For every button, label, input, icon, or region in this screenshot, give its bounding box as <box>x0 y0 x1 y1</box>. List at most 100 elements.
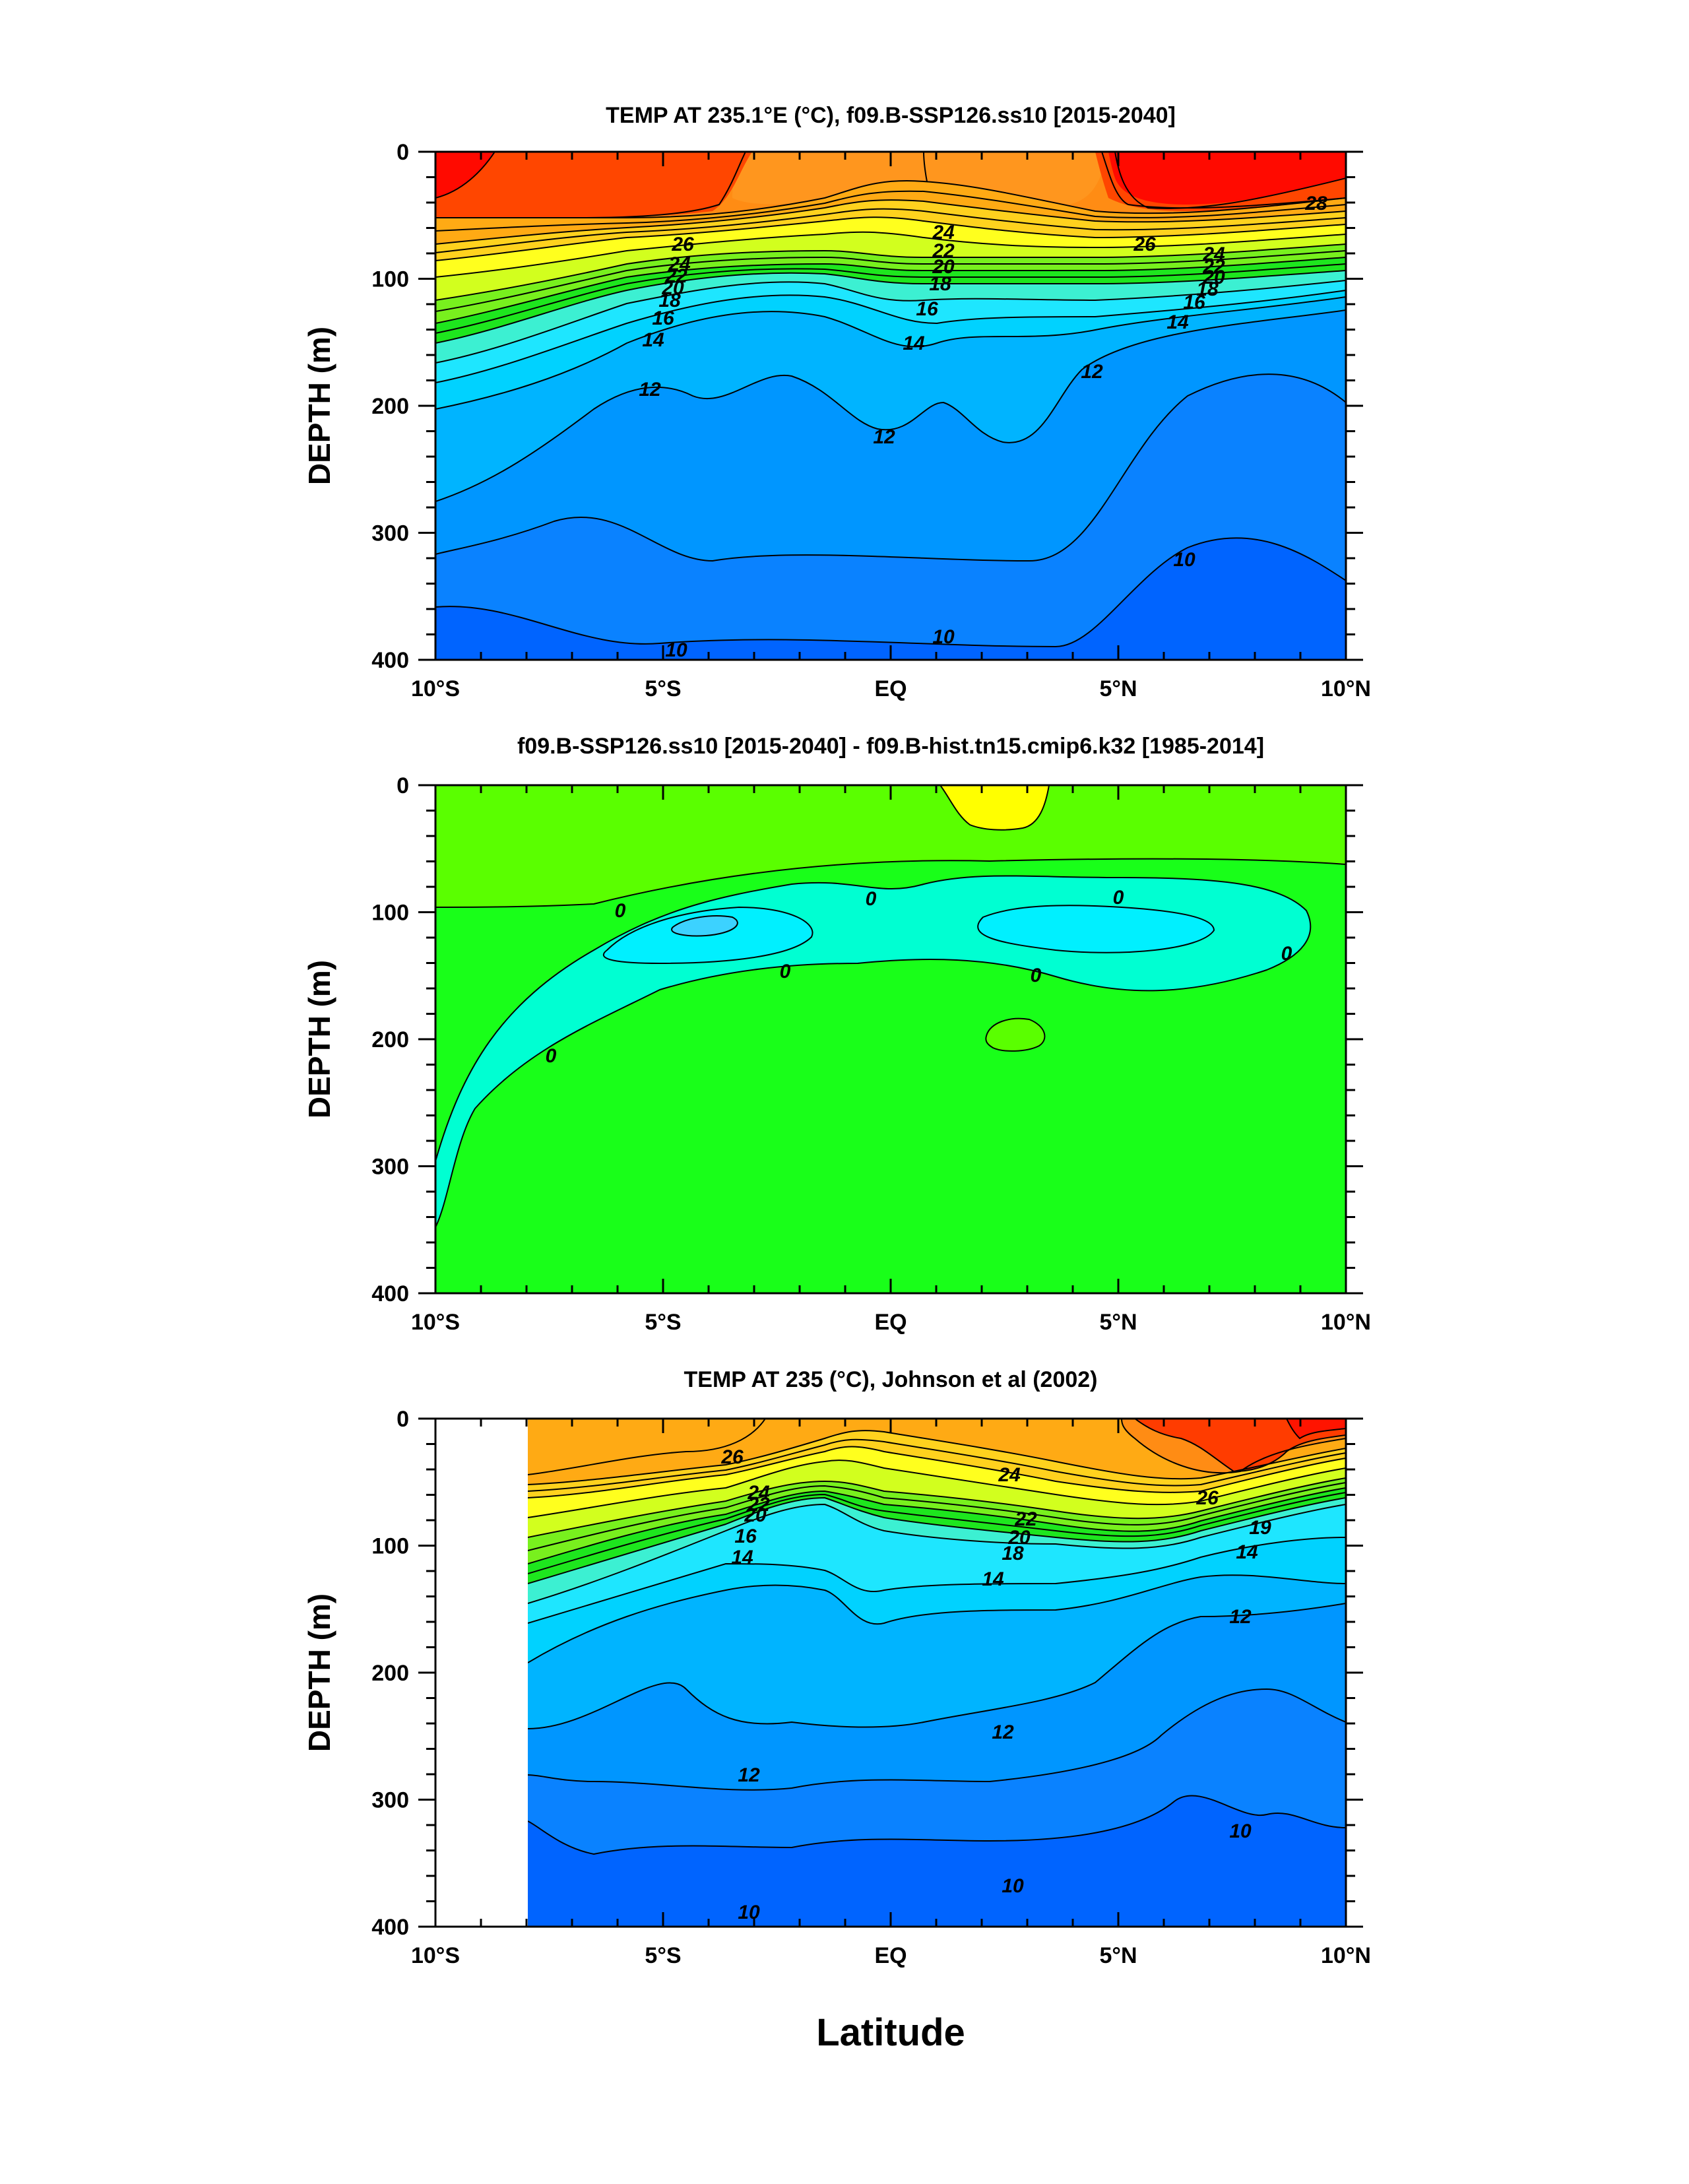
panel-2: f09.B-SSP126.ss10 [2015-2040] - f09.B-hi… <box>302 734 1371 1335</box>
p1-contour-24 <box>435 199 1346 245</box>
p1-clabel-24: 10 <box>665 639 687 661</box>
x-tick-label: EQ <box>874 1310 907 1335</box>
p3-clabel-1: 26 <box>1195 1487 1219 1509</box>
p1-contour-28b <box>1114 152 1346 209</box>
panel-3-contours <box>528 1419 1346 1855</box>
x-tick-label: 5°N <box>1099 1310 1137 1335</box>
p2-clabel-4: 0 <box>780 961 791 982</box>
x-tick-label: 10°N <box>1321 676 1371 701</box>
p1-contour-14 <box>435 290 1346 383</box>
p1-contour-10a <box>435 537 1346 648</box>
p2-band-pos-blob <box>986 1018 1045 1051</box>
panel-3: TEMP AT 235 (°C), Johnson et al (2002) <box>302 1367 1371 1968</box>
p1-clabel-10: 20 <box>932 256 955 278</box>
p1-contour-20 <box>435 243 1346 301</box>
y-tick-label: 200 <box>371 1027 409 1052</box>
p1-clabel-21: 12 <box>639 379 661 401</box>
p3-contour-23 <box>528 1438 1346 1492</box>
p1-band-27 <box>732 152 1108 205</box>
p1-contour-21 <box>435 231 1346 278</box>
x-tick-label: 10°S <box>411 1943 460 1968</box>
p3-clabel-5: 22 <box>1014 1508 1037 1530</box>
x-tick-label: 10°S <box>411 1310 460 1335</box>
p3-contour-18 <box>528 1487 1346 1564</box>
x-tick-label: 5°S <box>645 1943 681 1968</box>
p1-clabel-2: 26 <box>1133 234 1156 255</box>
p3-clabel-6: 20 <box>744 1504 767 1526</box>
y-tick-label: 200 <box>371 394 409 419</box>
y-tick-label: 0 <box>397 140 409 165</box>
p1-clabel-3: 24 <box>668 253 691 275</box>
p2-contour-b <box>435 875 1312 1228</box>
p2-contour-d <box>977 905 1215 953</box>
p3-contour-25b <box>1121 1419 1346 1474</box>
p1-contour-25 <box>435 190 1346 232</box>
p1-contour-27b <box>923 152 928 182</box>
p1-contour-16 <box>435 270 1346 344</box>
p3-clabel-15: 12 <box>992 1721 1014 1743</box>
p1-band-29b <box>1108 152 1346 205</box>
p1-band-28a <box>435 152 752 218</box>
panel-3-title: TEMP AT 235 (°C), Johnson et al (2002) <box>684 1367 1098 1392</box>
p1-clabel-15: 16 <box>652 307 674 329</box>
p3-clabel-19: 10 <box>738 1902 760 1923</box>
p3-contour-21 <box>528 1460 1346 1518</box>
y-tick-label: 400 <box>371 648 409 673</box>
p2-clabel-1: 0 <box>866 888 877 910</box>
p1-clabel-5: 24 <box>1202 243 1225 265</box>
p3-contour-13 <box>528 1574 1346 1663</box>
p3-clabel-9: 16 <box>734 1526 757 1547</box>
x-tick-label: 5°S <box>645 1310 681 1335</box>
p3-contour-19 <box>528 1482 1346 1551</box>
panel-1-ticks: 10°S 5°S EQ 5°N 10°N 0 100 200 300 400 <box>371 140 1371 701</box>
x-tick-label: EQ <box>874 1943 907 1968</box>
p3-clabel-0: 26 <box>720 1446 744 1468</box>
p1-clabel-8: 22 <box>1202 256 1225 278</box>
p3-clabel-11: 14 <box>731 1547 753 1568</box>
p2-contour-e <box>671 915 738 937</box>
p3-contour-14 <box>528 1537 1346 1624</box>
p1-band-29a <box>435 152 495 198</box>
p3-contour-22 <box>528 1446 1346 1498</box>
p1-clabel-26: 10 <box>1173 549 1195 571</box>
p3-clabel-18: 10 <box>1002 1875 1024 1897</box>
p1-clabel-18: 14 <box>642 329 664 351</box>
panel-1-labels: 28 26 26 24 24 24 22 22 22 20 20 20 18 1… <box>639 193 1327 661</box>
p1-contour-11 <box>435 373 1346 562</box>
p3-band-26 <box>528 1419 1346 1473</box>
p1-clabel-19: 14 <box>903 333 925 354</box>
p3-contour-16 <box>528 1496 1346 1584</box>
p3-clabel-7: 20 <box>1007 1527 1031 1549</box>
p3-clabel-3: 24 <box>998 1464 1021 1486</box>
p1-clabel-17: 16 <box>1183 292 1205 313</box>
panel-2-fill <box>435 785 1346 1293</box>
p3-contour-20 <box>528 1477 1346 1538</box>
p2-clabel-3: 0 <box>1281 943 1292 965</box>
panel-2-title: f09.B-SSP126.ss10 [2015-2040] - f09.B-hi… <box>517 734 1264 759</box>
panel-2-ylabel: DEPTH (m) <box>302 960 336 1118</box>
y-tick-label: 100 <box>371 1534 409 1559</box>
p1-clabel-16: 16 <box>916 298 938 320</box>
p1-contour-15 <box>435 280 1346 364</box>
p2-band-top <box>435 785 1346 907</box>
p1-contour-19 <box>435 250 1346 312</box>
p3-contour-24 <box>528 1430 1346 1485</box>
p2-clabel-0: 0 <box>615 900 626 922</box>
panel-1-ylabel: DEPTH (m) <box>302 327 336 485</box>
p3-contour-11 <box>528 1688 1346 1791</box>
p3-contour-17 <box>528 1492 1346 1574</box>
x-tick-label: 5°N <box>1099 1943 1137 1968</box>
p1-clabel-20: 14 <box>1166 311 1189 333</box>
p3-band-28 <box>1135 1419 1346 1471</box>
y-tick-label: 100 <box>371 267 409 292</box>
p1-contour-27a <box>435 152 746 219</box>
p1-contour-17 <box>435 263 1346 334</box>
y-tick-label: 300 <box>371 521 409 546</box>
p1-clabel-25: 10 <box>932 626 955 648</box>
x-tick-label: 10°S <box>411 676 460 701</box>
x-tick-label: 10°N <box>1321 1310 1371 1335</box>
x-tick-label: 10°N <box>1321 1943 1371 1968</box>
y-tick-label: 400 <box>371 1281 409 1306</box>
y-tick-label: 300 <box>371 1788 409 1813</box>
